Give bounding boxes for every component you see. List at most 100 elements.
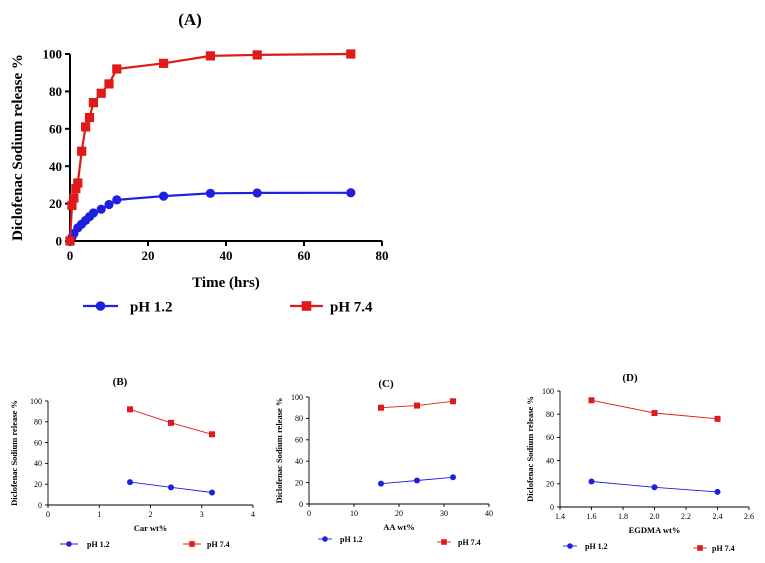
y-tick-label: 100	[43, 47, 63, 62]
x-tick-label: 20	[142, 248, 155, 263]
chart-panel-0: (A) 0 20 40 60 80 0 20 40 60 80 100 Time (hrs) Diclof…	[10, 10, 389, 315]
x-axis-label: Car wt%	[134, 523, 168, 533]
y-tick-label: 20	[546, 480, 554, 489]
legend-marker-1	[301, 301, 312, 311]
x-tick-label: 2.6	[744, 512, 754, 521]
x-tick-label: 1.8	[618, 512, 628, 521]
data-point	[73, 178, 83, 188]
data-point	[378, 480, 384, 487]
data-point	[104, 79, 114, 89]
data-point	[127, 479, 133, 486]
legend-label-1: pH 7.4	[330, 299, 373, 315]
legend-marker-0	[66, 541, 72, 547]
x-tick-label: 40	[220, 248, 233, 263]
x-tick-label: 10	[350, 509, 358, 518]
x-tick-label: 2.4	[713, 512, 723, 521]
x-tick-label: 60	[298, 248, 311, 263]
x-axis-label: AA wt%	[383, 522, 414, 532]
data-point	[112, 64, 122, 74]
data-point	[588, 478, 595, 485]
data-point	[252, 50, 262, 60]
data-point	[127, 406, 133, 413]
y-tick-label: 100	[30, 397, 42, 406]
data-point	[88, 208, 98, 218]
legend-marker-0	[567, 543, 573, 549]
x-tick-label: 30	[440, 509, 448, 518]
data-point	[651, 410, 658, 417]
legend-marker-1	[697, 545, 703, 551]
data-point	[77, 146, 87, 156]
data-point	[450, 398, 456, 405]
x-tick-label: 80	[376, 248, 389, 263]
data-point	[168, 484, 174, 491]
data-point	[209, 489, 215, 496]
x-tick-label: 1.4	[555, 512, 565, 521]
y-tick-label: 40	[295, 457, 303, 466]
y-tick-label: 60	[546, 433, 554, 442]
series-line-1	[68, 52, 351, 242]
data-point	[88, 98, 98, 108]
y-axis-label: Diclofenac Sodium release %	[9, 400, 19, 506]
y-tick-label: 0	[56, 234, 63, 249]
data-point	[96, 88, 106, 98]
y-tick-label: 80	[546, 410, 554, 419]
x-tick-label: 40	[485, 509, 493, 518]
x-tick-label: 0	[67, 248, 74, 263]
data-point	[414, 402, 420, 409]
y-tick-label: 40	[49, 159, 62, 174]
y-axis-label: Diclofenac Sodium release %	[525, 396, 535, 502]
y-tick-label: 60	[295, 436, 303, 445]
series-line-0	[69, 191, 351, 242]
data-point	[81, 122, 91, 132]
y-tick-label: 60	[34, 438, 42, 447]
y-tick-label: 60	[49, 121, 62, 136]
legend-label-1: pH 7.4	[712, 544, 735, 553]
legend-marker-0	[322, 536, 328, 542]
y-tick-label: 80	[49, 84, 62, 99]
x-axis-label: EGDMA wt%	[629, 525, 681, 535]
data-point	[69, 193, 79, 203]
data-point	[67, 200, 77, 211]
data-point	[252, 188, 262, 198]
data-point	[346, 49, 356, 59]
legend-label-0: pH 1.2	[585, 542, 608, 551]
data-point	[104, 199, 114, 210]
x-tick-label: 20	[395, 509, 403, 518]
legend-label-0: pH 1.2	[130, 299, 173, 315]
data-point	[346, 188, 356, 198]
x-tick-label: 2.0	[650, 512, 660, 521]
y-tick-label: 20	[34, 480, 42, 489]
x-axis-label: Time (hrs)	[192, 275, 260, 291]
data-point	[159, 58, 169, 68]
legend-label-0: pH 1.2	[87, 540, 110, 549]
y-tick-label: 80	[295, 414, 303, 423]
data-point	[84, 112, 95, 123]
data-point	[65, 236, 75, 246]
data-point	[714, 488, 721, 495]
y-axis-label: Diclofenac Sodium release %	[10, 54, 26, 241]
data-point	[209, 431, 215, 438]
data-point	[651, 484, 658, 491]
data-point	[378, 404, 384, 411]
chart-panel-3: (D) 1.4 1.6 1.8 2.0 2.2 2.4 2.6 0 20 40 60 80 100 EGDM…	[525, 372, 754, 553]
x-tick-label: 4	[251, 510, 255, 519]
legend-marker-1	[189, 541, 195, 547]
data-point	[205, 188, 215, 198]
data-point	[168, 419, 174, 426]
x-tick-label: 3	[200, 510, 204, 519]
y-tick-label: 80	[34, 418, 42, 427]
legend-label-1: pH 7.4	[458, 538, 481, 547]
y-tick-label: 0	[299, 500, 303, 509]
x-tick-label: 2.2	[681, 512, 691, 521]
x-tick-label: 0	[46, 510, 50, 519]
legend-label-0: pH 1.2	[340, 535, 363, 544]
y-tick-label: 20	[295, 478, 303, 487]
panel-label: (B)	[113, 376, 128, 388]
data-point	[112, 195, 122, 205]
data-point	[71, 184, 81, 194]
data-point	[205, 51, 215, 61]
y-tick-label: 0	[38, 501, 42, 510]
legend-label-1: pH 7.4	[207, 540, 230, 549]
